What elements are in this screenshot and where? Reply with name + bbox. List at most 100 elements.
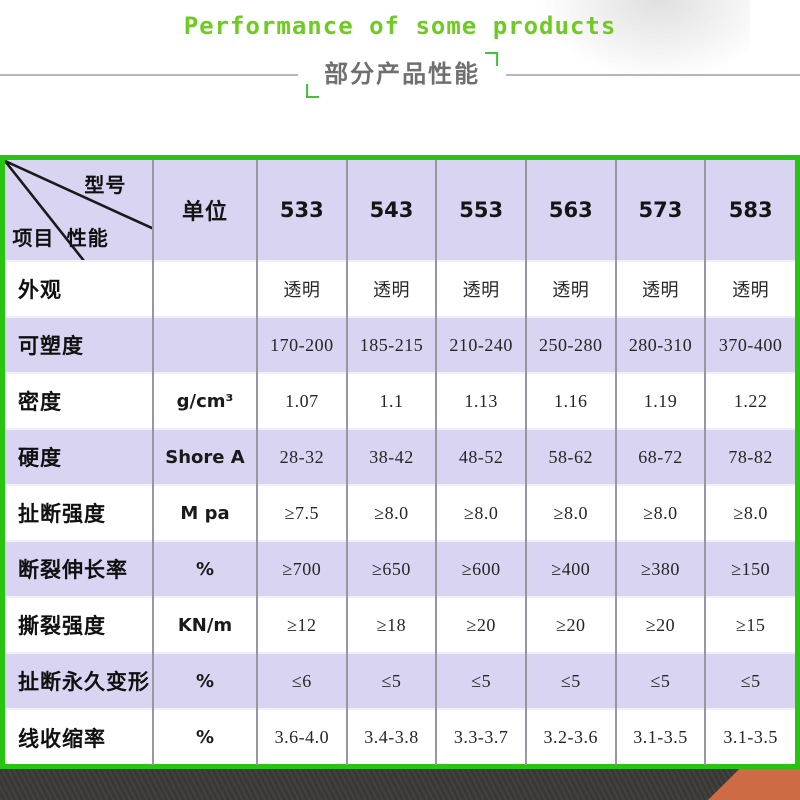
value-cell: 28-32: [256, 428, 347, 485]
corner-label-model: 型号: [84, 173, 127, 197]
value-cell: ≤5: [704, 652, 795, 709]
value-cell: ≤5: [614, 652, 706, 709]
value-cell: 透明: [345, 260, 437, 317]
value-cell: 210-240: [435, 316, 526, 373]
value-cell: 1.19: [614, 372, 706, 429]
value-cell: ≥20: [614, 596, 706, 653]
row-label: 可塑度: [5, 316, 153, 373]
value-cell: 280-310: [614, 316, 706, 373]
value-cell: ≥8.0: [345, 484, 437, 541]
value-cell: 78-82: [704, 428, 795, 485]
value-cell: ≥15: [704, 596, 795, 653]
value-cell: ≤5: [345, 652, 437, 709]
unit-cell: M pa: [152, 484, 257, 541]
table-row-tear-strength: 撕裂强度 KN/m ≥12 ≥18 ≥20 ≥20 ≥20 ≥15: [5, 596, 795, 653]
value-cell: 透明: [256, 260, 347, 317]
value-cell: ≤5: [524, 652, 616, 709]
value-cell: 3.2-3.6: [524, 708, 616, 765]
row-label: 断裂伸长率: [5, 540, 153, 597]
spec-table-wrapper: 型号 项目 性能 单位 533 543 553 563 573 583 外观: [0, 155, 800, 769]
corner-bracket-top-right-icon: [485, 52, 499, 66]
row-label: 线收缩率: [5, 708, 153, 765]
value-cell: 1.07: [256, 372, 347, 429]
value-cell: 185-215: [345, 316, 437, 373]
value-cell: 250-280: [524, 316, 616, 373]
table-row-plasticity: 可塑度 170-200 185-215 210-240 250-280 280-…: [5, 316, 795, 373]
value-cell: ≥400: [524, 540, 616, 597]
spec-table: 型号 项目 性能 单位 533 543 553 563 573 583 外观: [5, 160, 795, 765]
value-cell: 3.1-3.5: [704, 708, 795, 765]
value-cell: 48-52: [435, 428, 526, 485]
corner-bracket-bottom-left-icon: [306, 84, 320, 98]
row-label: 撕裂强度: [5, 596, 153, 653]
value-cell: ≥380: [614, 540, 706, 597]
unit-cell: %: [152, 540, 257, 597]
value-cell: 1.1: [345, 372, 437, 429]
column-header-563: 563: [524, 160, 616, 261]
value-cell: 170-200: [256, 316, 347, 373]
value-cell: ≤6: [256, 652, 347, 709]
value-cell: ≥7.5: [256, 484, 347, 541]
value-cell: ≥20: [435, 596, 526, 653]
value-cell: 3.4-3.8: [345, 708, 437, 765]
table-row-appearance: 外观 透明 透明 透明 透明 透明 透明: [5, 260, 795, 317]
value-cell: ≥700: [256, 540, 347, 597]
value-cell: 透明: [704, 260, 795, 317]
unit-cell: KN/m: [152, 596, 257, 653]
value-cell: ≤5: [435, 652, 526, 709]
unit-cell: Shore A: [152, 428, 257, 485]
table-row-tensile-strength: 扯断强度 M pa ≥7.5 ≥8.0 ≥8.0 ≥8.0 ≥8.0 ≥8.0: [5, 484, 795, 541]
table-row-permanent-deformation: 扯断永久变形 % ≤6 ≤5 ≤5 ≤5 ≤5 ≤5: [5, 652, 795, 709]
table-row-linear-shrinkage: 线收缩率 % 3.6-4.0 3.4-3.8 3.3-3.7 3.2-3.6 3…: [5, 708, 795, 765]
row-label: 硬度: [5, 428, 153, 485]
unit-cell: [152, 316, 257, 373]
header-row: 型号 项目 性能 单位 533 543 553 563 573 583: [5, 160, 795, 261]
value-cell: 370-400: [704, 316, 795, 373]
value-cell: 3.3-3.7: [435, 708, 526, 765]
unit-cell: %: [152, 708, 257, 765]
row-label: 扯断强度: [5, 484, 153, 541]
value-cell: 1.13: [435, 372, 526, 429]
subtitle-divider-line: 部分产品性能: [0, 52, 800, 98]
column-header-573: 573: [614, 160, 706, 261]
value-cell: ≥8.0: [704, 484, 795, 541]
value-cell: 38-42: [345, 428, 437, 485]
table-row-density: 密度 g/cm³ 1.07 1.1 1.13 1.16 1.19 1.22: [5, 372, 795, 429]
value-cell: ≥20: [524, 596, 616, 653]
value-cell: ≥12: [256, 596, 347, 653]
unit-cell: %: [152, 652, 257, 709]
corner-label-item: 项目: [12, 226, 55, 250]
value-cell: 1.16: [524, 372, 616, 429]
value-cell: ≥8.0: [435, 484, 526, 541]
page-title: Performance of some products: [183, 12, 617, 40]
corner-header-cell: 型号 项目 性能: [5, 160, 153, 261]
value-cell: 3.1-3.5: [614, 708, 706, 765]
value-cell: ≥650: [345, 540, 437, 597]
corner-label-performance: 性能: [66, 226, 109, 250]
table-row-hardness: 硬度 Shore A 28-32 38-42 48-52 58-62 68-72…: [5, 428, 795, 485]
value-cell: ≥600: [435, 540, 526, 597]
footer-orange-wedge: [708, 769, 800, 800]
value-cell: ≥8.0: [614, 484, 706, 541]
diagonal-lines-icon: [5, 160, 152, 260]
column-header-583: 583: [704, 160, 795, 261]
unit-cell: [152, 260, 257, 317]
page-subtitle: 部分产品性能: [324, 60, 481, 88]
footer-dark-band: [0, 769, 800, 800]
row-label: 外观: [5, 260, 153, 317]
value-cell: 58-62: [524, 428, 616, 485]
column-header-unit: 单位: [152, 160, 257, 261]
column-header-553: 553: [435, 160, 526, 261]
value-cell: 透明: [614, 260, 706, 317]
subtitle-box: 部分产品性能: [298, 52, 507, 98]
unit-cell: g/cm³: [152, 372, 257, 429]
value-cell: ≥8.0: [524, 484, 616, 541]
column-header-533: 533: [256, 160, 347, 261]
value-cell: 68-72: [614, 428, 706, 485]
value-cell: ≥150: [704, 540, 795, 597]
value-cell: 3.6-4.0: [256, 708, 347, 765]
value-cell: ≥18: [345, 596, 437, 653]
value-cell: 1.22: [704, 372, 795, 429]
value-cell: 透明: [435, 260, 526, 317]
